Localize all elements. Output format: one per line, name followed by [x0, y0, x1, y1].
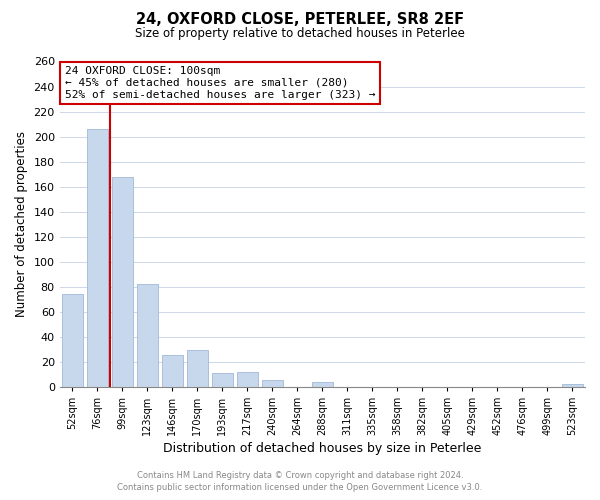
- Bar: [86, 129, 108, 386]
- Y-axis label: Number of detached properties: Number of detached properties: [15, 131, 28, 317]
- Bar: [262, 380, 283, 386]
- Bar: [312, 382, 333, 386]
- Bar: [236, 372, 258, 386]
- X-axis label: Distribution of detached houses by size in Peterlee: Distribution of detached houses by size …: [163, 442, 482, 455]
- Text: Size of property relative to detached houses in Peterlee: Size of property relative to detached ho…: [135, 28, 465, 40]
- Bar: [562, 384, 583, 386]
- Bar: [112, 176, 133, 386]
- Bar: [187, 350, 208, 386]
- Text: Contains HM Land Registry data © Crown copyright and database right 2024.
Contai: Contains HM Land Registry data © Crown c…: [118, 471, 482, 492]
- Bar: [212, 373, 233, 386]
- Text: 24, OXFORD CLOSE, PETERLEE, SR8 2EF: 24, OXFORD CLOSE, PETERLEE, SR8 2EF: [136, 12, 464, 28]
- Bar: [161, 356, 183, 386]
- Bar: [62, 294, 83, 386]
- Text: 24 OXFORD CLOSE: 100sqm
← 45% of detached houses are smaller (280)
52% of semi-d: 24 OXFORD CLOSE: 100sqm ← 45% of detache…: [65, 66, 376, 100]
- Bar: [137, 284, 158, 386]
